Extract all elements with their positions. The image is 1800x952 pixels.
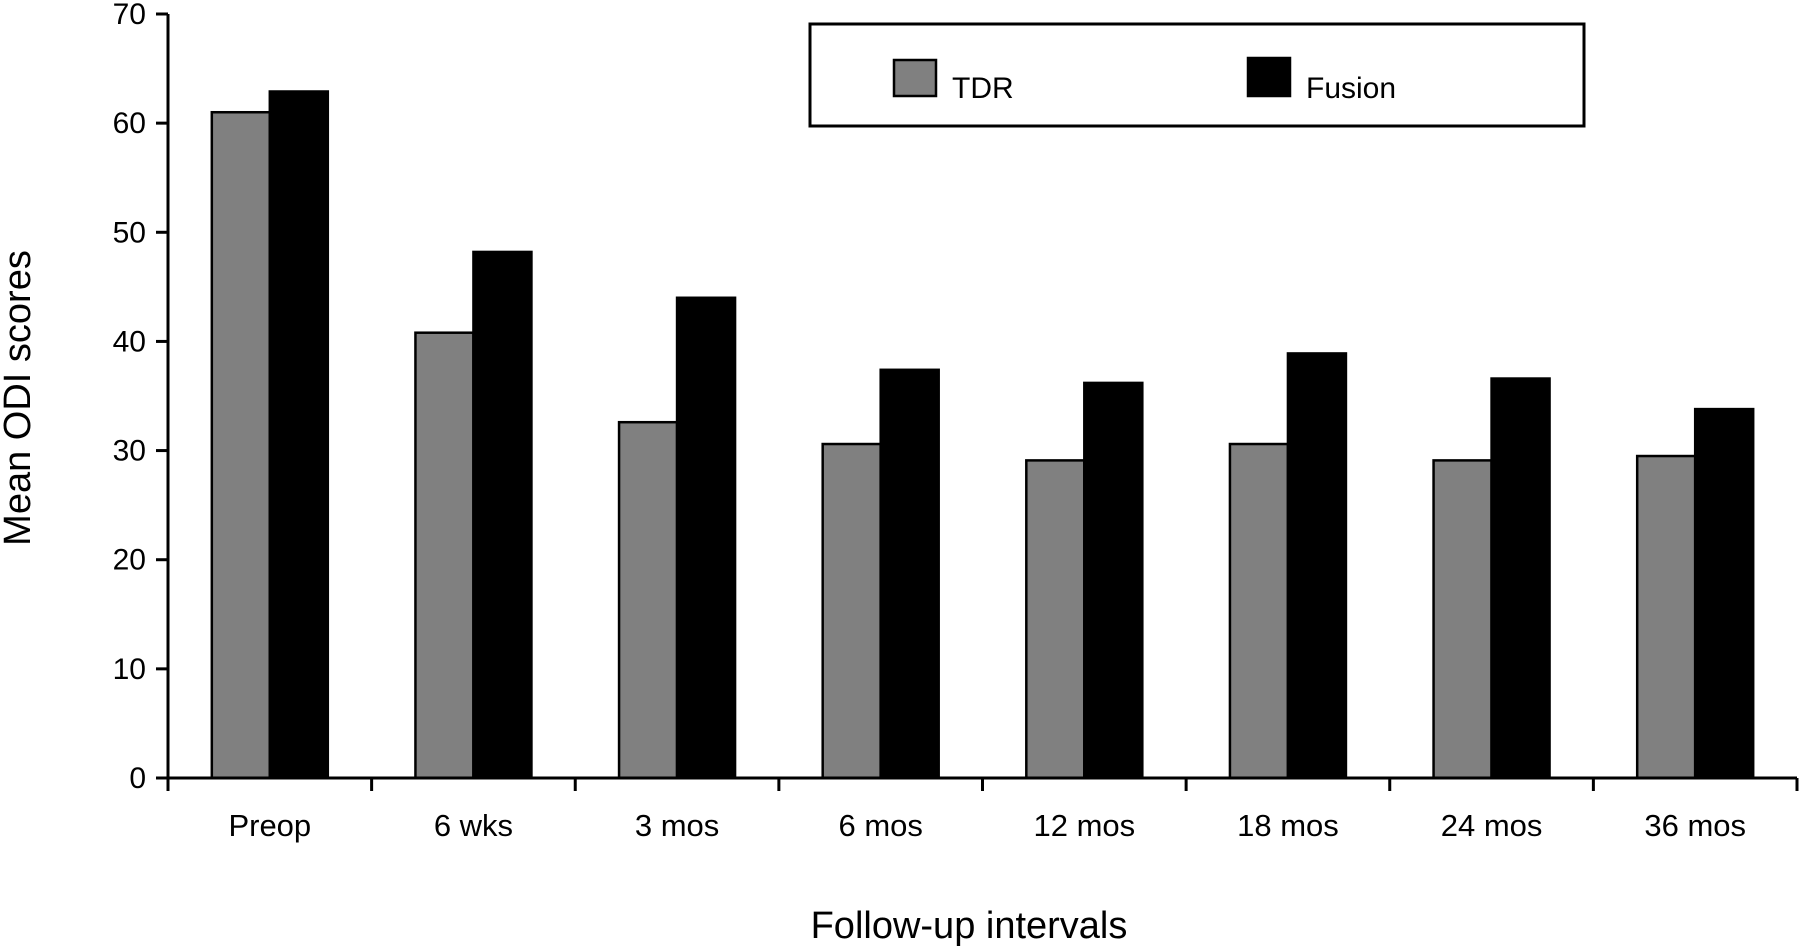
bar-fusion xyxy=(1693,407,1755,780)
bar-fusion xyxy=(1490,377,1551,780)
x-tick-label: 3 mos xyxy=(635,808,719,843)
bar-tdr xyxy=(1635,454,1697,780)
y-tick-label: 50 xyxy=(113,216,146,249)
bar-fusion xyxy=(1083,381,1144,780)
legend: TDR Fusion xyxy=(808,22,1586,128)
x-tick-label: 6 wks xyxy=(434,808,513,843)
legend-box xyxy=(808,22,1586,128)
bar-tdr xyxy=(1228,442,1290,780)
bar-tdr xyxy=(1025,459,1086,780)
x-tick-label: 18 mos xyxy=(1237,808,1339,843)
bar-tdr xyxy=(414,331,475,780)
legend-swatch-tdr xyxy=(892,58,938,98)
bar-tdr xyxy=(210,110,272,780)
y-ticks: 0 10 20 30 40 50 60 70 xyxy=(113,0,168,795)
legend-label-tdr: TDR xyxy=(952,72,1014,105)
axes-layer xyxy=(166,14,1797,780)
x-tick-label: 36 mos xyxy=(1644,808,1746,843)
x-ticks: Preop 6 wks 3 mos 6 mos 12 mos 18 mos 24 mos 36… xyxy=(166,778,1799,843)
bar-tdr xyxy=(821,442,882,780)
x-tick-label: Preop xyxy=(228,808,311,843)
y-tick-label: 70 xyxy=(113,0,146,31)
y-tick-label: 0 xyxy=(129,762,146,795)
x-tick-label: 12 mos xyxy=(1033,808,1135,843)
y-tick-label: 30 xyxy=(113,435,146,468)
bar-fusion xyxy=(472,250,533,780)
bar-fusion xyxy=(1286,352,1348,780)
bars-layer xyxy=(210,90,1755,780)
bar-fusion xyxy=(879,368,940,780)
y-tick-label: 60 xyxy=(113,107,146,140)
x-axis-title: Follow-up intervals xyxy=(811,905,1128,947)
legend-swatch-fusion xyxy=(1246,56,1292,98)
bar-tdr xyxy=(1432,459,1493,780)
y-tick-label: 10 xyxy=(113,653,146,686)
y-tick-label: 40 xyxy=(113,325,146,358)
y-axis-title: Mean ODI scores xyxy=(0,250,39,546)
bar-fusion xyxy=(675,296,737,780)
bar-tdr xyxy=(617,420,679,780)
bar-fusion xyxy=(268,90,330,780)
legend-label-fusion: Fusion xyxy=(1306,72,1396,105)
x-tick-label: 6 mos xyxy=(838,808,922,843)
x-tick-label: 24 mos xyxy=(1441,808,1543,843)
y-tick-label: 20 xyxy=(113,544,146,577)
